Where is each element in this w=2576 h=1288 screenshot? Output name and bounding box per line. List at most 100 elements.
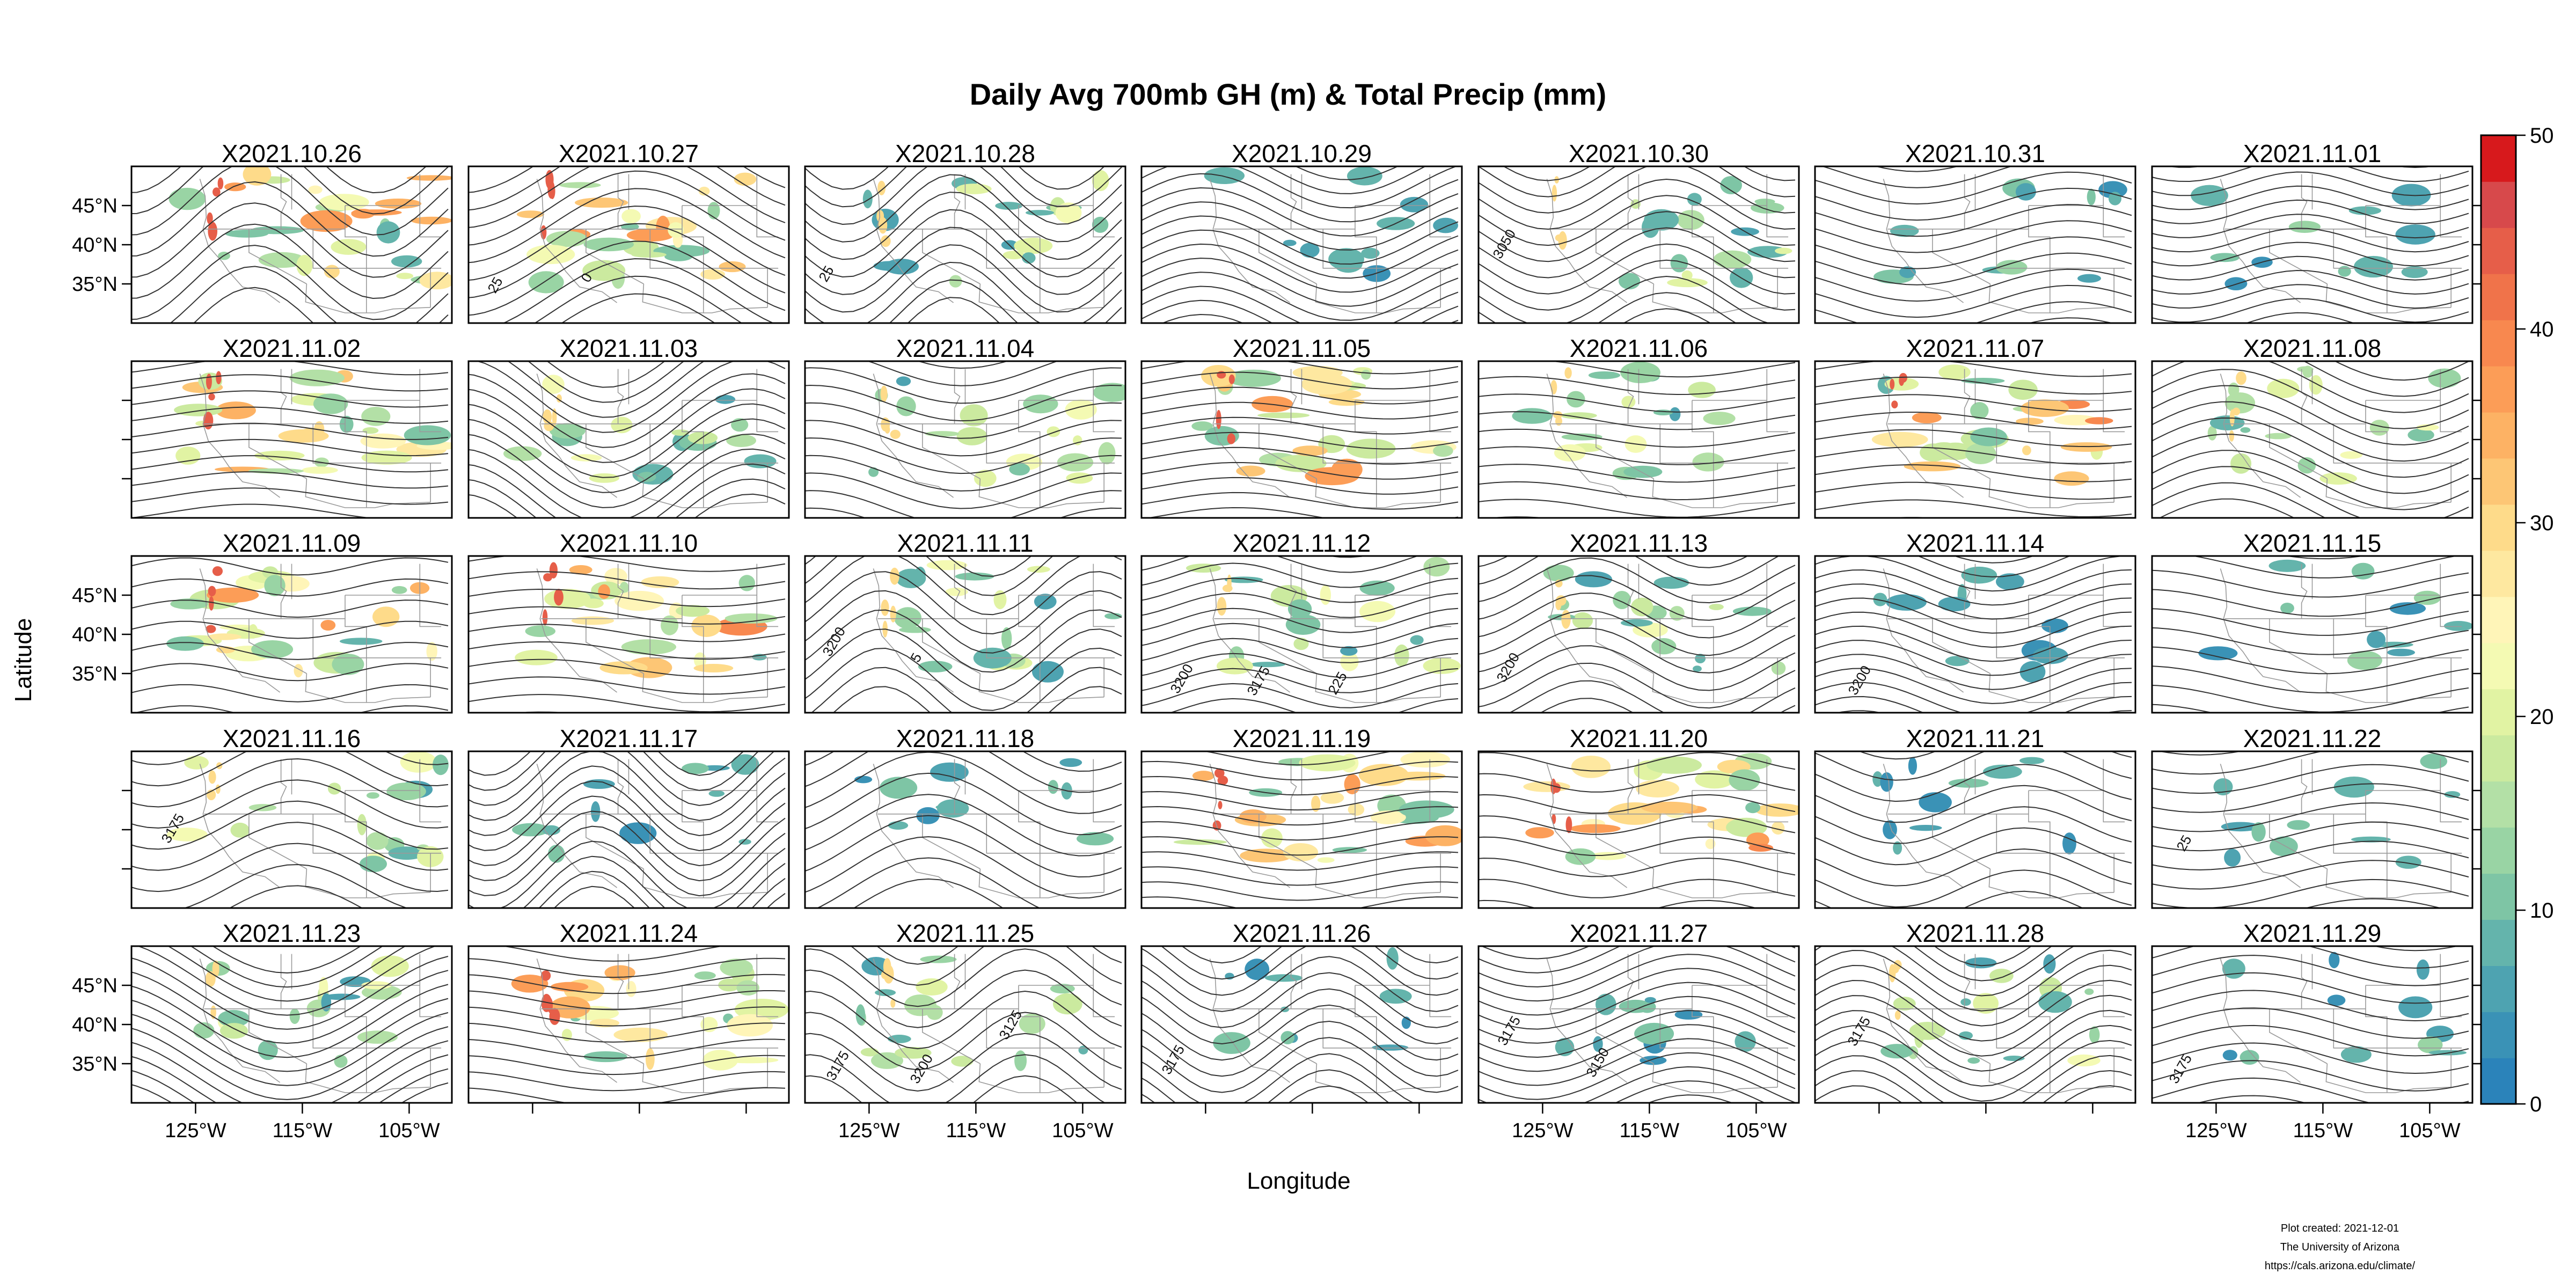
boundary-line — [2103, 369, 2125, 433]
precip-cell — [1216, 409, 1221, 429]
boundary-line — [649, 814, 704, 854]
contour-line — [2152, 946, 2469, 969]
contour-line — [1815, 464, 2132, 482]
colorbar-swatch — [2481, 1058, 2516, 1104]
precip-cell — [1359, 580, 1395, 596]
precip-cell — [300, 210, 353, 232]
contour-line — [805, 402, 1122, 439]
precip-cell — [1423, 657, 1461, 674]
panel-title: X2021.11.21 — [1906, 724, 2045, 752]
contour-line — [1141, 386, 1459, 405]
precip-cell — [166, 636, 204, 651]
boundary-line — [2028, 791, 2051, 898]
precip-cell — [1217, 597, 1227, 616]
contour-line — [131, 1054, 449, 1103]
map-panel: X2021.11.23 45°N 40°N 35°N 125°W 115°W 105°W — [72, 919, 453, 1142]
gh-contours — [1479, 361, 1796, 518]
precip-cell — [2087, 188, 2096, 206]
boundary-line — [1596, 1008, 1654, 1064]
contour-line — [1479, 411, 1796, 430]
contour-line — [131, 998, 449, 1072]
contour-line — [1503, 166, 1796, 181]
contour-line — [1913, 946, 2053, 982]
precip-cell — [1904, 461, 1961, 472]
panel-title: X2021.11.22 — [2243, 724, 2382, 752]
contour-line — [1479, 982, 1796, 1030]
precip-cell — [1386, 947, 1399, 970]
precip-cell — [1687, 193, 1702, 206]
contour-line — [469, 388, 786, 463]
precip-cell — [1217, 657, 1253, 675]
boundary-line — [978, 673, 1104, 703]
precip-field — [169, 166, 452, 290]
boundary-line — [1315, 1063, 1441, 1093]
contour-line — [1141, 361, 1459, 375]
contour-line — [1141, 1085, 1369, 1103]
contour-line — [1815, 1040, 2132, 1102]
boundary-line — [986, 1008, 1040, 1049]
precip-cell — [637, 472, 656, 482]
gh-contours — [805, 361, 1122, 518]
precip-cell — [2347, 650, 2382, 670]
contour-line — [805, 209, 1122, 278]
precip-cell — [904, 994, 936, 1016]
contour-line — [805, 437, 1122, 474]
precip-cell — [1250, 662, 1285, 668]
precip-cell — [2077, 274, 2101, 283]
boundary-line — [1315, 283, 1441, 313]
x-tick-label: 105°W — [1052, 1119, 1114, 1142]
precip-cell — [896, 376, 911, 386]
contour-line — [2152, 569, 2469, 598]
boundary-line — [986, 618, 1040, 658]
boundary-line — [1652, 283, 1778, 313]
panel-title: X2021.11.03 — [560, 334, 698, 362]
boundary-line — [978, 478, 1104, 508]
precip-cell — [1053, 993, 1082, 1015]
contour-line — [1815, 187, 2132, 221]
boundary-line — [1627, 174, 1634, 229]
map-panel: X2021.10.26 45°N 40°N 35°N — [72, 140, 453, 324]
panel-frame — [804, 945, 1126, 1104]
contour-line — [805, 1012, 1122, 1071]
precip-cell — [1938, 364, 1971, 380]
precip-field — [2191, 184, 2435, 290]
contour-line — [1141, 371, 1459, 390]
precip-cell — [212, 566, 223, 576]
contour-line — [1479, 259, 1796, 311]
contour-line — [1479, 645, 1796, 691]
boundary-line — [1988, 1063, 2114, 1093]
precip-cell — [1880, 1044, 1914, 1059]
precip-cell — [1688, 382, 1716, 398]
precip-cell — [646, 1048, 655, 1070]
boundary-line — [1093, 759, 1115, 823]
boundary-line — [1258, 1008, 1317, 1064]
contour-line — [805, 556, 1032, 577]
precip-cell — [366, 792, 379, 799]
precip-cell — [1695, 654, 1706, 663]
precip-cell — [243, 166, 272, 186]
contour-line — [805, 166, 1122, 225]
contour-line — [190, 946, 384, 988]
boundary-line — [345, 400, 367, 508]
boundary-line — [1988, 283, 2114, 313]
precip-cell — [888, 821, 909, 830]
panel-frame — [467, 945, 790, 1104]
precip-cell — [289, 1008, 300, 1024]
precip-cell — [621, 209, 641, 224]
panel-frame — [804, 555, 1126, 714]
contour-line — [469, 751, 786, 821]
contour-line — [1815, 764, 2132, 802]
contour-line — [805, 261, 1122, 323]
precip-cell — [1908, 757, 1917, 775]
precip-cell — [1938, 597, 1971, 612]
contour-line — [2283, 556, 2366, 560]
contour-line — [1815, 481, 2132, 500]
precip-cell — [2222, 1050, 2237, 1061]
precip-cell — [433, 755, 449, 775]
precip-cell — [2444, 621, 2472, 631]
precip-cell — [619, 822, 657, 844]
contour-line — [1141, 299, 1459, 323]
precip-cell — [540, 970, 551, 981]
precip-cell — [2407, 428, 2434, 442]
panel-title: X2021.11.09 — [223, 529, 361, 557]
